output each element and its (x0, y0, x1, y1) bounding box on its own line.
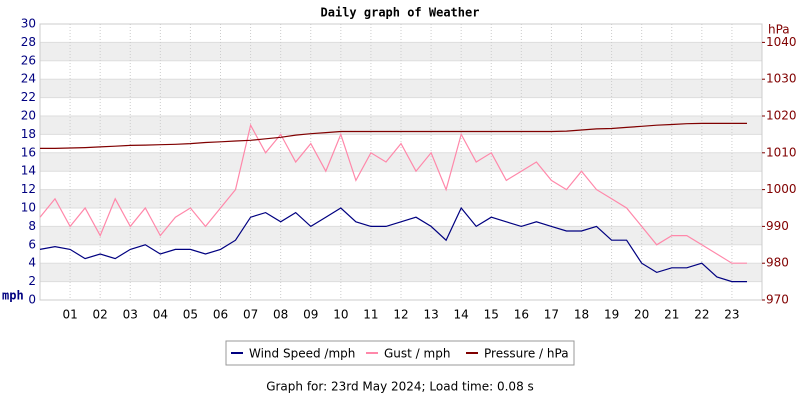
x-tick-label: 01 (62, 308, 77, 322)
y-tick-label: 6 (28, 237, 36, 251)
x-tick-label: 12 (393, 308, 408, 322)
x-tick-label: 19 (604, 308, 619, 322)
y-tick-label: 0 (28, 293, 36, 307)
x-tick-label: 14 (454, 308, 469, 322)
x-tick-label: 11 (363, 308, 378, 322)
x-tick-label: 13 (423, 308, 438, 322)
legend-label: Gust / mph (384, 347, 450, 361)
legend-box (225, 340, 575, 366)
y-tick-label: 20 (21, 109, 36, 123)
x-tick-label: 21 (664, 308, 679, 322)
y-axis-label: mph (2, 289, 24, 303)
x-tick-label: 17 (544, 308, 559, 322)
x-tick-label: 06 (213, 308, 228, 322)
y2-tick-label: 980 (766, 256, 789, 270)
y-tick-label: 4 (28, 256, 36, 270)
y-tick-label: 26 (21, 53, 36, 67)
y2-tick-label: 1030 (766, 72, 797, 86)
y2-tick-label: 1020 (766, 109, 797, 123)
x-tick-label: 02 (93, 308, 108, 322)
y2-tick-label: 970 (766, 293, 789, 307)
y-tick-label: 8 (28, 219, 36, 233)
y-tick-label: 14 (21, 164, 36, 178)
x-tick-label: 18 (574, 308, 589, 322)
y-tick-label: 24 (21, 72, 36, 86)
y2-axis-label: hPa (768, 23, 790, 37)
legend: Wind Speed /mph Gust / mph Pressure / hPa (231, 347, 569, 361)
series-line (39, 123, 747, 264)
legend-label: Wind Speed /mph (249, 347, 355, 361)
footer: Graph for: 23rd May 2024; Load time: 0.0… (266, 380, 534, 394)
y-tick-label: 10 (21, 201, 36, 215)
x-tick-label: 03 (123, 308, 138, 322)
x-tick-label: 15 (484, 308, 499, 322)
x-tick-label: 20 (634, 308, 649, 322)
series-line (39, 206, 747, 283)
y-tick-label: 28 (21, 35, 36, 49)
series-line (40, 122, 747, 149)
chart-title: Daily graph of Weather (321, 6, 480, 20)
y-tick-label: 12 (21, 182, 36, 196)
x-tick-label: 05 (183, 308, 198, 322)
y2-tick-label: 990 (766, 219, 789, 233)
x-tick-label: 08 (273, 308, 288, 322)
x-tick-label: 10 (333, 308, 348, 322)
y-tick-label: 18 (21, 127, 36, 141)
x-tick-label: 22 (694, 308, 709, 322)
y-tick-label: 30 (21, 17, 36, 31)
y-tick-label: 22 (21, 90, 36, 104)
x-tick-label: 09 (303, 308, 318, 322)
x-tick-label: 23 (724, 308, 739, 322)
y-tick-label: 2 (28, 274, 36, 288)
x-tick-label: 04 (153, 308, 168, 322)
y-tick-label: 16 (21, 145, 36, 159)
plot-area (39, 23, 763, 301)
y2-tick-label: 1010 (766, 145, 797, 159)
y2-tick-label: 1000 (766, 182, 797, 196)
plot-border (39, 23, 763, 301)
grid-band (40, 263, 762, 282)
x-tick-label: 07 (243, 308, 258, 322)
y2-tick-label: 1040 (766, 35, 797, 49)
legend-label: Pressure / hPa (484, 347, 569, 361)
x-tick-label: 16 (514, 308, 529, 322)
